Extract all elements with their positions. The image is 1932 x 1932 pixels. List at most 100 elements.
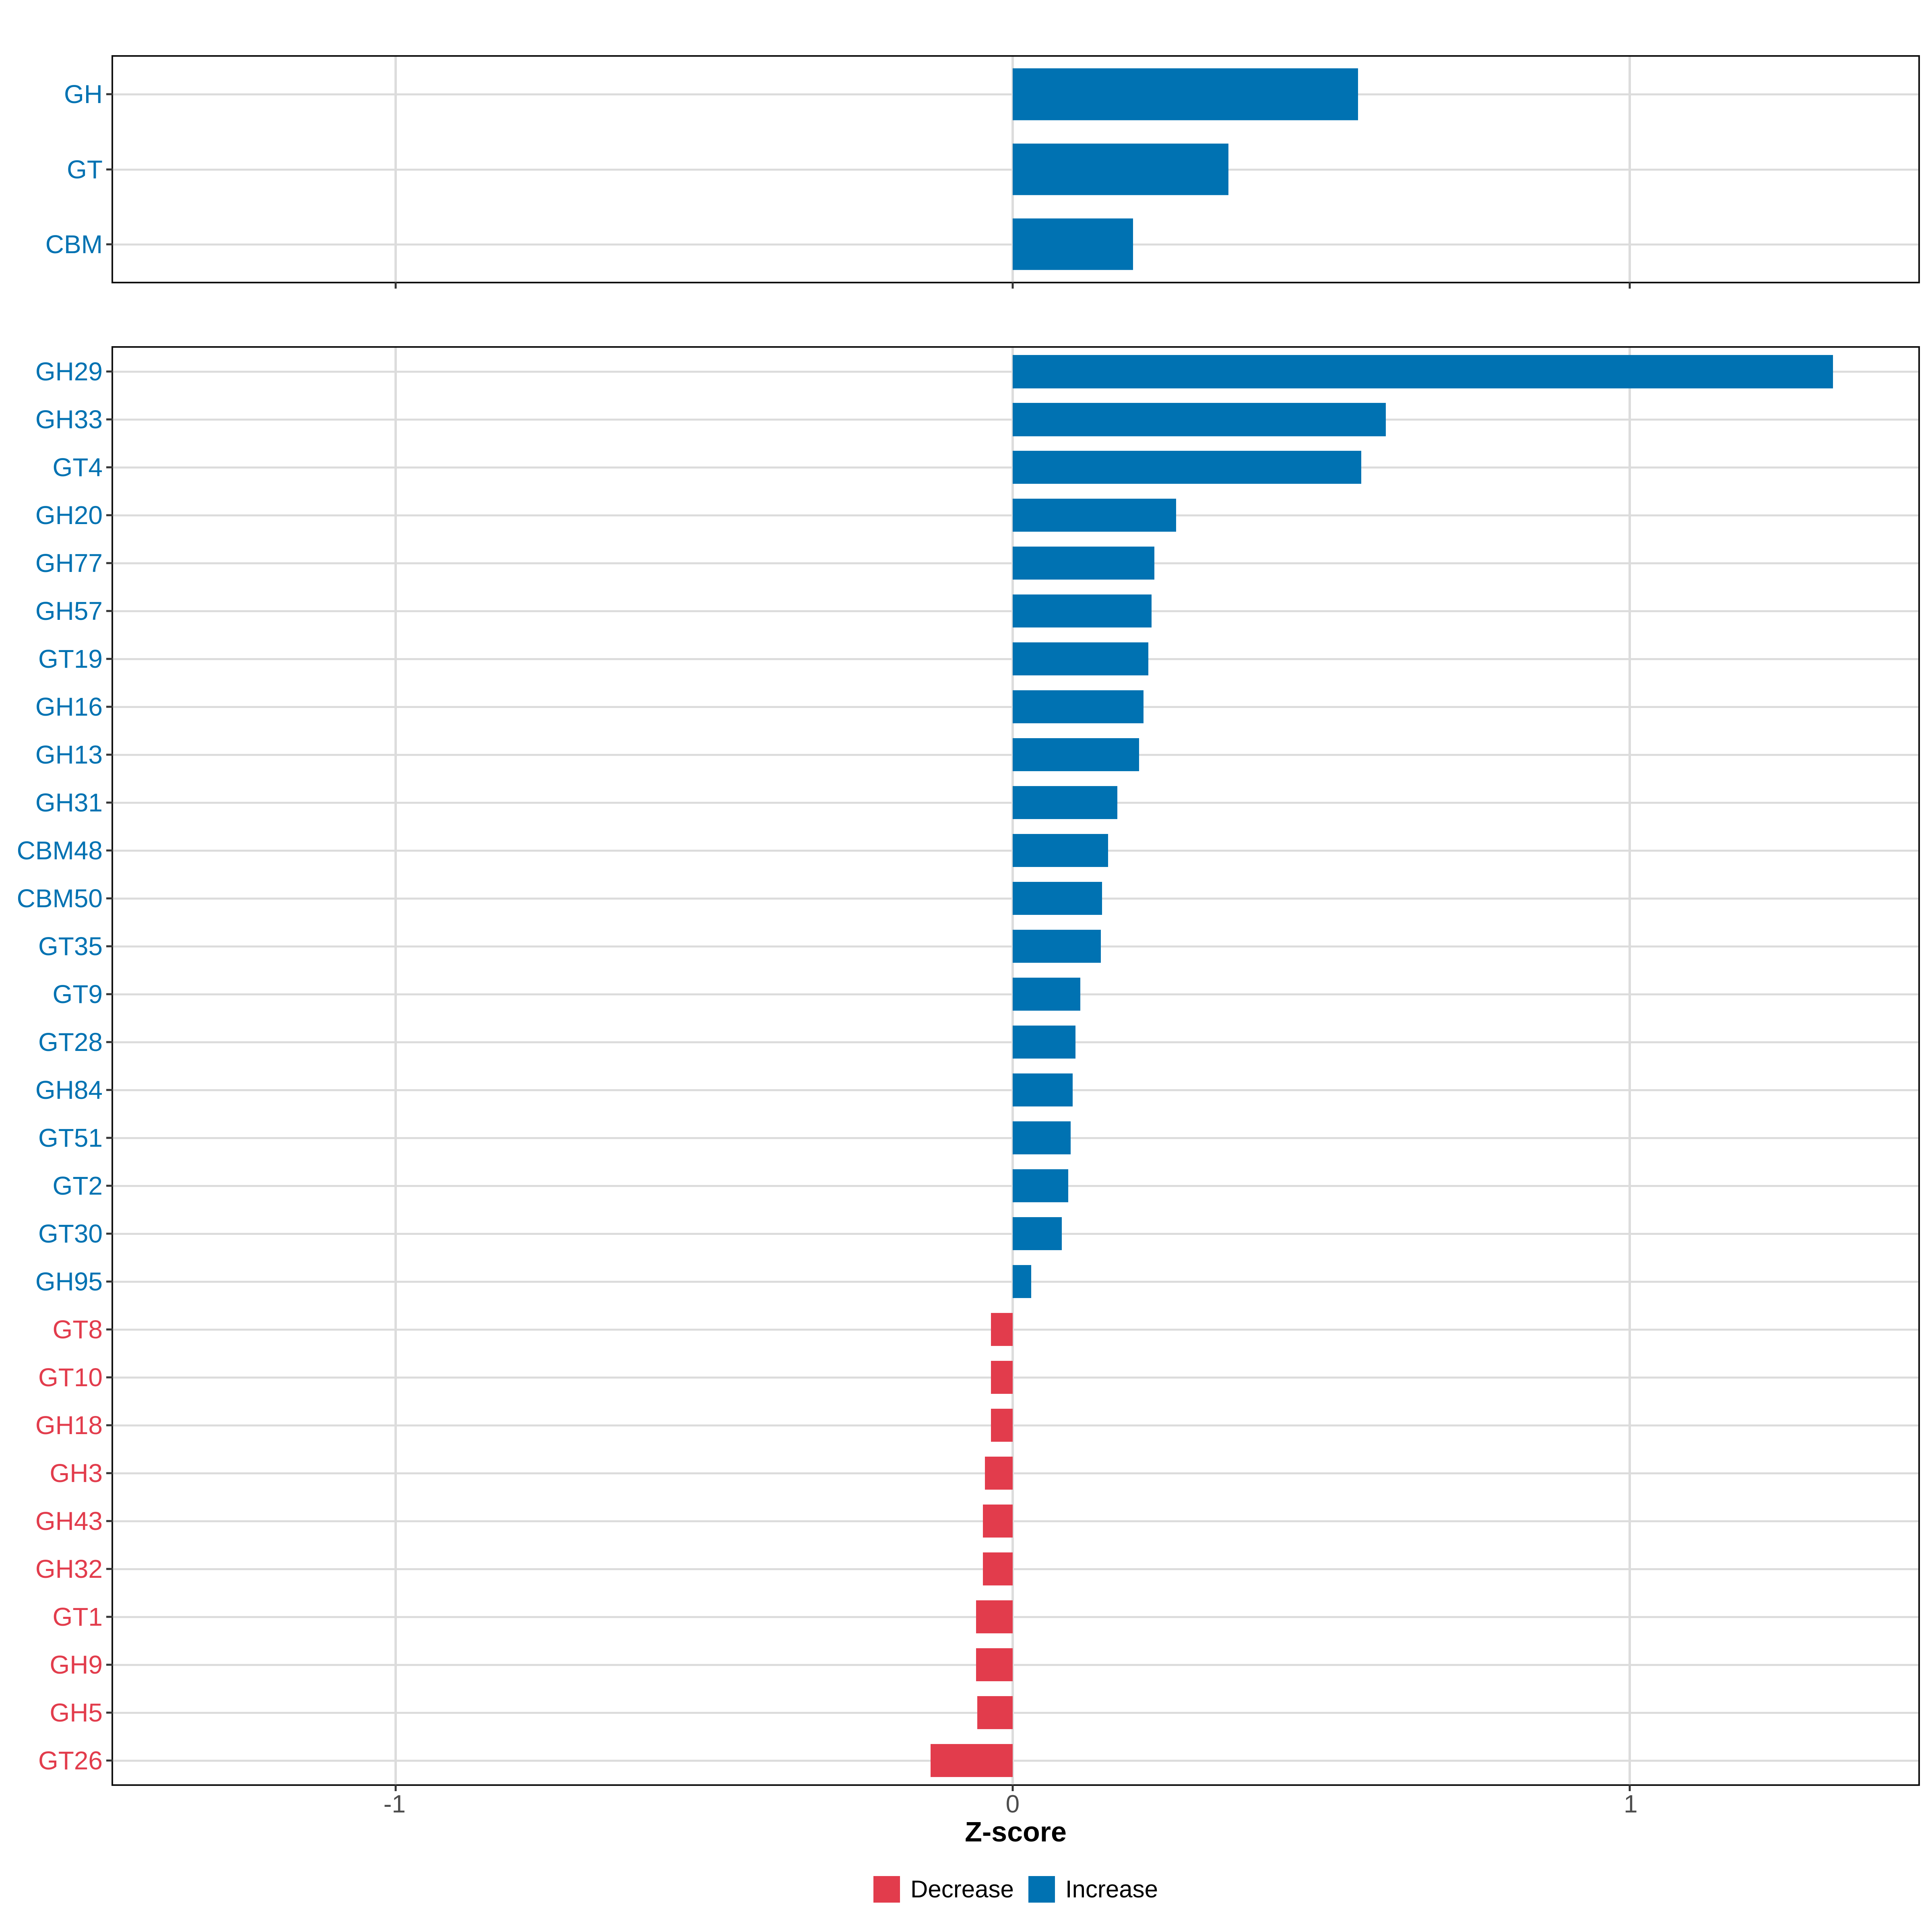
bar	[1012, 642, 1149, 676]
legend: Decrease Increase	[111, 1875, 1920, 1904]
bar	[1012, 1025, 1076, 1059]
y-axis-label: GT8	[52, 1315, 103, 1344]
row-gridline	[113, 1376, 1918, 1379]
y-axis-tick-mark	[106, 1089, 113, 1091]
y-axis-label: GH18	[35, 1410, 103, 1440]
y-axis-tick-mark	[106, 1472, 113, 1474]
y-axis-label: GT30	[38, 1219, 103, 1248]
y-axis-label: GH9	[50, 1650, 103, 1679]
y-axis-tick-mark	[106, 93, 113, 95]
y-axis-label: GT1	[52, 1602, 103, 1631]
bar	[1012, 1073, 1073, 1107]
bar	[1012, 143, 1229, 195]
y-axis-label: GT51	[38, 1123, 103, 1152]
x-axis-tick-mark	[1011, 282, 1014, 289]
legend-item-increase: Increase	[1028, 1876, 1158, 1903]
x-axis-tick-label: 0	[1005, 1790, 1020, 1818]
y-axis-label: GT26	[38, 1746, 103, 1775]
y-axis-tick-mark	[106, 658, 113, 660]
y-axis-label: GT28	[38, 1028, 103, 1057]
y-axis-tick-mark	[106, 897, 113, 900]
x-axis-title: Z-score	[965, 1816, 1067, 1847]
bar	[983, 1552, 1013, 1585]
x-axis-tick-mark	[1629, 1784, 1631, 1791]
y-axis-label: GT4	[52, 453, 103, 482]
bar	[1012, 451, 1361, 484]
increase-swatch	[1028, 1876, 1055, 1903]
y-axis-tick-mark	[106, 1711, 113, 1714]
y-axis-tick-mark	[106, 610, 113, 612]
y-axis-tick-mark	[106, 562, 113, 564]
legend-label-increase: Increase	[1065, 1876, 1158, 1903]
bar	[1012, 594, 1152, 628]
y-axis-tick-mark	[106, 1520, 113, 1522]
y-axis-label: GH77	[35, 549, 103, 578]
y-axis-label: GH20	[35, 501, 103, 530]
legend-item-decrease: Decrease	[873, 1876, 1014, 1903]
bar	[1012, 499, 1177, 532]
x-axis-tick-mark	[394, 282, 397, 289]
vertical-gridline	[1628, 348, 1631, 1784]
vertical-gridline	[1011, 348, 1014, 1784]
y-axis-label: GH29	[35, 357, 103, 386]
bar	[1012, 1169, 1068, 1202]
y-axis-label: CBM48	[17, 836, 103, 865]
y-axis-tick-mark	[106, 1616, 113, 1618]
y-axis-label: GH57	[35, 597, 103, 626]
y-axis-label: GT	[67, 155, 103, 184]
bar	[991, 1360, 1013, 1394]
y-axis-label: GH33	[35, 405, 103, 434]
y-axis-tick-mark	[106, 1568, 113, 1570]
bar	[1012, 930, 1101, 963]
bar	[1012, 68, 1358, 120]
y-axis-tick-mark	[106, 1280, 113, 1283]
y-axis-tick-mark	[106, 514, 113, 516]
y-axis-label: GH84	[35, 1075, 103, 1104]
row-gridline	[113, 1472, 1918, 1474]
y-axis-tick-mark	[106, 1664, 113, 1666]
x-axis-tick-mark	[1011, 1784, 1014, 1791]
x-axis-tick-labels: -1 0 1	[111, 1792, 1920, 1820]
y-axis-tick-mark	[106, 1376, 113, 1379]
x-axis-tick-mark	[394, 1784, 397, 1791]
y-axis-tick-mark	[106, 753, 113, 756]
bar	[1012, 834, 1108, 867]
row-gridline	[113, 1328, 1918, 1331]
row-gridline	[113, 1568, 1918, 1570]
row-gridline	[113, 1616, 1918, 1618]
y-axis-label: GT2	[52, 1171, 103, 1200]
bar	[1012, 1265, 1031, 1298]
y-axis-label: CBM50	[17, 884, 103, 913]
row-gridline	[113, 1759, 1918, 1762]
bar	[991, 1313, 1013, 1346]
y-axis-label: CBM	[45, 229, 103, 259]
y-axis-tick-mark	[106, 945, 113, 947]
y-axis-label: GT9	[52, 980, 103, 1009]
y-axis-tick-mark	[106, 1185, 113, 1187]
bar	[985, 1456, 1013, 1490]
y-axis-tick-mark	[106, 418, 113, 421]
y-axis-tick-mark	[106, 849, 113, 852]
row-gridline	[113, 1711, 1918, 1714]
bar	[976, 1600, 1013, 1633]
y-axis-tick-mark	[106, 1041, 113, 1043]
y-axis-tick-mark	[106, 466, 113, 469]
y-axis-tick-mark	[106, 801, 113, 804]
bar	[976, 1648, 1013, 1681]
y-axis-tick-mark	[106, 1137, 113, 1139]
y-axis-label: GT35	[38, 932, 103, 961]
y-axis-label: GH3	[50, 1458, 103, 1488]
overview-panel: GH GT CBM	[45, 55, 1920, 289]
x-axis-tick-label: 1	[1624, 1790, 1638, 1818]
y-axis-tick-mark	[106, 168, 113, 170]
bar	[1012, 690, 1144, 724]
y-axis-label: GH95	[35, 1267, 103, 1296]
bar	[1012, 218, 1133, 270]
y-axis-label: GH32	[35, 1554, 103, 1583]
y-axis-label: GH5	[50, 1698, 103, 1727]
bar	[1012, 355, 1833, 388]
bar	[977, 1696, 1013, 1729]
legend-label-decrease: Decrease	[910, 1876, 1014, 1903]
bar	[1012, 738, 1139, 772]
